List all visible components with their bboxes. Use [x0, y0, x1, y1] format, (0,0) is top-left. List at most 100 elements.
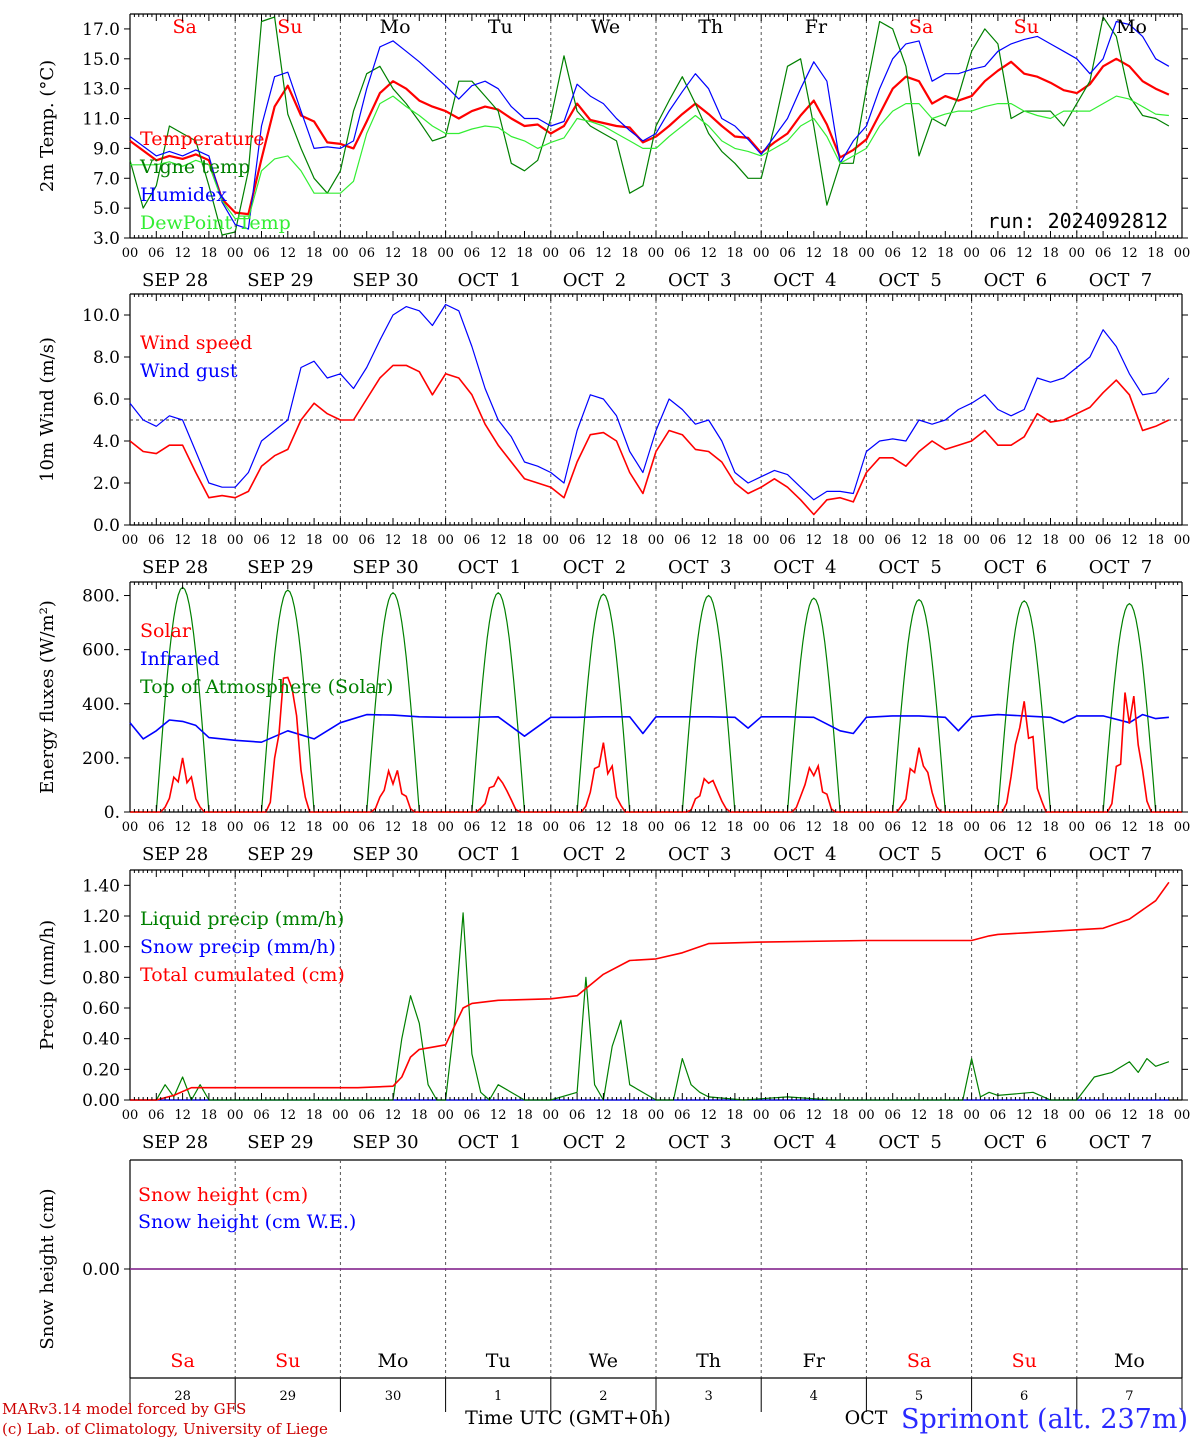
hour-tick-label: 00 [227, 1108, 244, 1123]
day-number-label: 2 [599, 1389, 607, 1404]
hour-tick-label: 18 [937, 533, 954, 548]
hour-tick-label: 00 [648, 820, 665, 835]
hour-tick-label: 18 [937, 820, 954, 835]
date-label: SEP 30 [352, 270, 418, 291]
y-axis-title: Snow height (cm) [37, 1188, 58, 1349]
hour-tick-label: 06 [884, 533, 901, 548]
hour-tick-label: 06 [884, 820, 901, 835]
hour-tick-label: 12 [700, 246, 717, 261]
legend-entry: Vigne temp [139, 156, 250, 178]
hour-tick-label: 18 [621, 246, 638, 261]
hour-tick-label: 12 [911, 1108, 928, 1123]
hour-tick-label: 00 [122, 533, 139, 548]
hour-tick-label: 06 [253, 246, 270, 261]
date-label: OCT 5 [878, 1132, 941, 1153]
hour-tick-label: 00 [437, 820, 454, 835]
hour-tick-label: 06 [464, 246, 481, 261]
hour-tick-label: 18 [937, 1108, 954, 1123]
day-name-label: Mo [378, 1350, 409, 1372]
legend-entry: Temperature [140, 128, 264, 150]
legend-entry: Snow height (cm) [138, 1184, 308, 1206]
day-name-label: Sa [170, 1350, 194, 1372]
date-label: OCT 6 [984, 1132, 1047, 1153]
date-label: OCT 5 [878, 557, 941, 578]
hour-tick-label: 12 [595, 820, 612, 835]
y-tick-label: 9.0 [93, 139, 120, 159]
date-label: OCT 3 [668, 1132, 731, 1153]
footer-line-2: (c) Lab. of Climatology, University of L… [2, 1420, 328, 1438]
hour-tick-label: 00 [1174, 533, 1191, 548]
y-tick-label: 5.0 [93, 199, 120, 219]
legend-entry: Total cumulated (cm) [140, 964, 345, 986]
hour-tick-label: 18 [1042, 533, 1059, 548]
y-tick-label: 10.0 [82, 306, 120, 326]
hour-tick-label: 18 [516, 533, 533, 548]
hour-tick-label: 00 [648, 533, 665, 548]
day-name-label: Fr [805, 16, 828, 38]
hour-tick-label: 12 [595, 533, 612, 548]
legend-entry: Infrared [140, 648, 220, 670]
hour-tick-label: 12 [1016, 246, 1033, 261]
y-tick-label: 7.0 [93, 169, 120, 189]
date-label: OCT 2 [563, 844, 626, 865]
date-label: OCT 4 [773, 1132, 836, 1153]
day-name-label: Tu [486, 1350, 511, 1372]
hour-tick-label: 00 [858, 246, 875, 261]
series-total-cumulated [130, 881, 1170, 1101]
day-name-label: Su [275, 1350, 300, 1372]
y-tick-label: 400. [82, 695, 120, 715]
hour-tick-label: 12 [595, 246, 612, 261]
hour-tick-label: 18 [832, 533, 849, 548]
hour-tick-label: 06 [674, 820, 691, 835]
date-label: SEP 30 [352, 1132, 418, 1153]
date-label: OCT 2 [563, 270, 626, 291]
date-label: SEP 29 [247, 557, 313, 578]
hour-tick-label: 06 [569, 246, 586, 261]
hour-tick-label: 12 [700, 1108, 717, 1123]
station-label: Sprimont (alt. 237m) [901, 1404, 1188, 1435]
date-label: OCT 4 [773, 557, 836, 578]
legend-entry: Wind speed [140, 332, 252, 354]
day-name-label: Sa [909, 16, 933, 38]
day-number-label: 28 [174, 1389, 191, 1404]
hour-tick-label: 00 [1174, 820, 1191, 835]
hour-tick-label: 18 [621, 820, 638, 835]
hour-tick-label: 06 [1095, 1108, 1112, 1123]
hour-tick-label: 12 [806, 533, 823, 548]
hour-tick-label: 18 [411, 246, 428, 261]
hour-tick-label: 18 [727, 533, 744, 548]
legend-entry: DewPoint Temp [140, 212, 291, 234]
hour-tick-label: 18 [411, 820, 428, 835]
y-tick-label: 1.40 [82, 876, 120, 896]
hour-tick-label: 12 [280, 533, 297, 548]
legend-entry: Snow height (cm W.E.) [138, 1211, 356, 1233]
y-tick-label: 0.40 [82, 1030, 120, 1050]
hour-tick-label: 18 [201, 533, 218, 548]
day-number-label: 5 [915, 1389, 923, 1404]
hour-tick-label: 00 [122, 1108, 139, 1123]
hour-tick-label: 06 [253, 533, 270, 548]
hour-tick-label: 06 [1095, 246, 1112, 261]
hour-tick-label: 12 [385, 820, 402, 835]
hour-tick-label: 06 [884, 246, 901, 261]
hour-tick-label: 12 [174, 533, 191, 548]
y-tick-label: 15.0 [82, 50, 120, 70]
hour-tick-label: 06 [358, 820, 375, 835]
hour-tick-label: 06 [779, 1108, 796, 1123]
hour-tick-label: 00 [963, 820, 980, 835]
hour-tick-label: 12 [1016, 820, 1033, 835]
legend-entry: Liquid precip (mm/h) [140, 908, 344, 930]
hour-tick-label: 12 [174, 820, 191, 835]
hour-tick-label: 12 [490, 246, 507, 261]
hour-tick-label: 00 [332, 1108, 349, 1123]
hour-tick-label: 06 [464, 533, 481, 548]
series-vigne-temp [129, 16, 1170, 236]
date-label: OCT 3 [668, 557, 731, 578]
hour-tick-label: 18 [1042, 1108, 1059, 1123]
legend-entry: Solar [140, 620, 192, 642]
y-tick-label: 3.0 [93, 229, 120, 249]
hour-tick-label: 00 [437, 246, 454, 261]
hour-tick-label: 18 [411, 1108, 428, 1123]
hour-tick-label: 00 [753, 1108, 770, 1123]
